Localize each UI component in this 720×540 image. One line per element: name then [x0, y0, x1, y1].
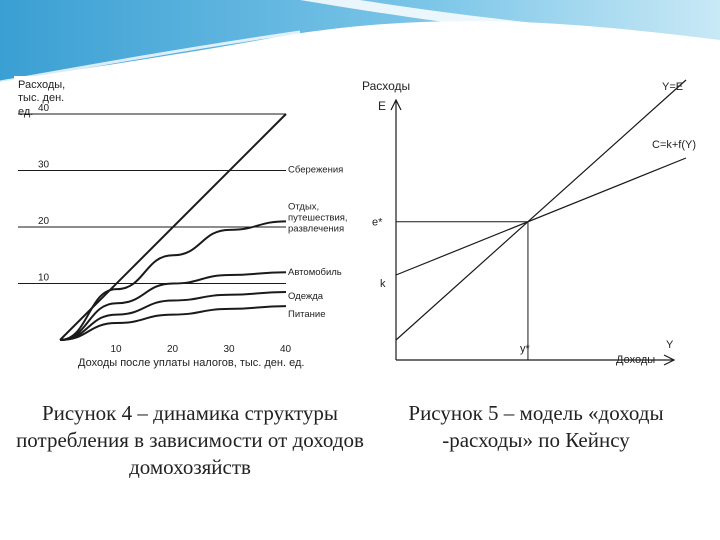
right-x-axis-arrow [663, 354, 676, 366]
right-ylabel: Расходы [362, 79, 410, 93]
decorative-banner [0, 0, 720, 84]
left-x-tick-label: 20 [167, 344, 179, 355]
left-ylabel-line2: тыс. ден. [18, 92, 64, 104]
right-y-axis-arrow [390, 98, 402, 111]
caption-figure-5: Рисунок 5 – модель «доходы -расходы» по … [408, 401, 664, 452]
left-y-tick-label: 40 [38, 103, 50, 114]
left-x-tick-label: 30 [224, 344, 236, 355]
left-x-tick-label: 10 [111, 344, 123, 355]
consumption-structure-chart: Расходы, тыс. ден. ед. Сбережения Отдых, п… [14, 76, 354, 376]
left-series-label: Автомобиль [288, 267, 342, 278]
label-consumption-function: C=k+f(Y) [652, 139, 696, 151]
left-series-line [59, 290, 287, 341]
left-series-label: путешествия, [288, 212, 348, 223]
label-y-equals-e: Y=E [662, 81, 683, 93]
left-x-tick-label: 40 [280, 344, 292, 355]
left-y-tick-label: 20 [38, 216, 50, 227]
caption-figure-4: Рисунок 4 – динамика структуры потреблен… [16, 401, 364, 479]
left-series-label: Одежда [288, 291, 324, 302]
label-e-star: e* [372, 217, 383, 229]
left-series-line [59, 113, 287, 341]
line-y-equals-e [395, 79, 687, 341]
consumption-structure-svg: Расходы, тыс. ден. ед. Сбережения Отдых,п… [18, 79, 348, 369]
left-y-tick-label: 10 [38, 273, 50, 284]
left-ylabel-line1: Расходы, [18, 79, 65, 91]
left-series-label: Сбережения [288, 165, 343, 176]
left-series-line [59, 305, 287, 341]
right-xlabel: Доходы [616, 354, 655, 366]
left-series-label: Питание [288, 309, 326, 320]
left-y-tick-label: 30 [38, 160, 50, 171]
left-xlabel: Доходы после уплаты налогов, тыс. ден. е… [78, 357, 304, 369]
right-y-symbol: E [378, 99, 386, 113]
consumption-function-line [395, 157, 687, 276]
left-series-line [59, 271, 287, 341]
left-ylabel-line3: ед. [18, 106, 33, 118]
label-k: k [380, 278, 386, 290]
left-series-label: развлечения [288, 223, 344, 234]
keynes-model-chart: Расходы E Y=E C=k+f(Y) e* k y* Y Доходы [356, 76, 706, 376]
label-y-star: y* [520, 343, 531, 355]
right-x-symbol: Y [666, 339, 674, 351]
keynes-model-svg: Расходы E Y=E C=k+f(Y) e* k y* Y Доходы [362, 79, 696, 366]
left-series-label: Отдых, [288, 201, 319, 212]
left-series-line [59, 220, 287, 341]
